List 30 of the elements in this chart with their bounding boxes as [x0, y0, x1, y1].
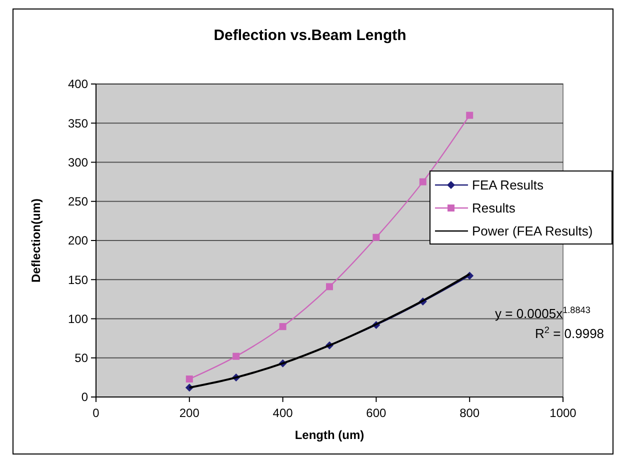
y-tick-label: 200	[68, 234, 88, 248]
legend-label: Results	[472, 200, 516, 216]
x-tick-label: 200	[179, 406, 200, 420]
x-tick-label: 400	[272, 406, 294, 420]
x-tick-label: 1000	[550, 406, 577, 420]
annotation: y = 0.0005x$^{1.8843}$	[495, 305, 590, 321]
y-tick-label: 150	[68, 272, 88, 287]
point	[466, 112, 474, 119]
y-tick-label: 0	[81, 390, 88, 404]
legend-label: Power (FEA Results)	[472, 224, 593, 239]
point	[232, 352, 240, 360]
point	[326, 283, 333, 290]
point	[372, 234, 380, 241]
x-axis-title: Length (um)	[294, 428, 364, 442]
y-tick-label: 250	[68, 194, 88, 209]
x-tick-label: 0	[92, 406, 100, 420]
point	[279, 323, 286, 330]
y-axis-title: Deflection(um)	[29, 198, 43, 282]
x-tick-label: 600	[366, 406, 387, 420]
x-tick-label: 800	[460, 406, 480, 420]
y-tick-label: 50	[74, 351, 88, 366]
point	[186, 376, 193, 383]
y-tick-label: 100	[68, 312, 88, 326]
point	[419, 178, 426, 186]
y-tick-label: 350	[68, 116, 88, 130]
legend-label: FEA Results	[472, 178, 544, 193]
y-tick-label: 300	[68, 155, 88, 170]
y-tick-label: 400	[68, 77, 88, 92]
chart-title: Deflection vs.Beam Length	[214, 27, 406, 44]
annotation: R$^{2}$ = 0.9998	[535, 325, 604, 341]
